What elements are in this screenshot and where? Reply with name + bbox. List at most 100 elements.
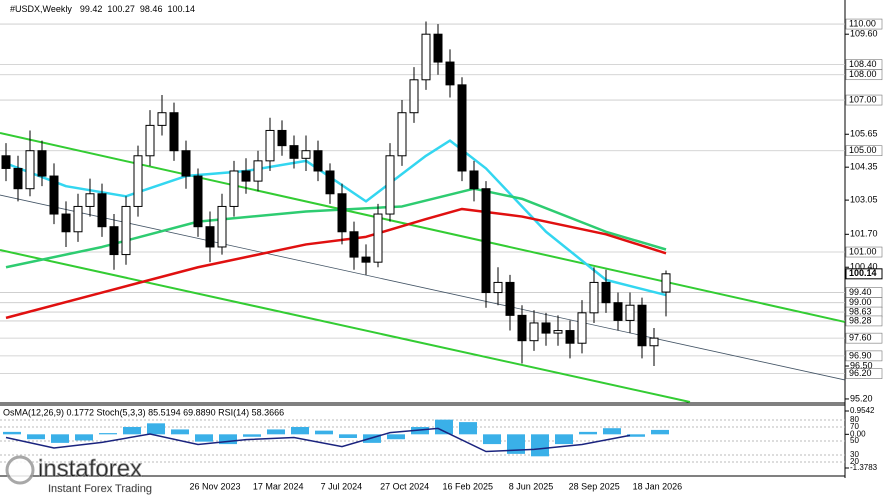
moving-average <box>5 139 667 297</box>
candle-body <box>241 170 251 182</box>
y-tick-label: 96.50 <box>850 360 873 370</box>
level-label: 107.00 <box>849 94 877 104</box>
osma-bar <box>267 429 285 435</box>
candle-body <box>25 150 35 190</box>
candle-body <box>277 129 287 147</box>
osma-bar <box>435 419 453 435</box>
level-label: 110.00 <box>849 18 876 28</box>
watermark-logo <box>5 455 35 485</box>
y-tick-label: 109.60 <box>850 29 878 39</box>
candle-body <box>589 281 599 314</box>
candle-body <box>337 193 347 233</box>
level-box <box>845 315 883 327</box>
osma-tick-label: 0.9542 <box>850 406 875 415</box>
candle-body <box>145 124 155 157</box>
x-tick-label: 7 Jul 2024 <box>321 481 363 491</box>
osma-tick-label: -1.3783 <box>850 463 878 472</box>
level-label: 97.60 <box>849 333 872 343</box>
candle-body <box>121 205 131 256</box>
level-box <box>845 69 883 81</box>
candle-body <box>361 256 371 263</box>
candle-body <box>181 150 191 177</box>
osc-tick-label: 50 <box>850 436 859 445</box>
candle-body <box>109 226 119 256</box>
candle-body <box>433 33 443 63</box>
candle-body <box>1 155 11 169</box>
candle-body <box>493 281 503 294</box>
x-tick-label: 16 Feb 2025 <box>443 481 494 491</box>
candle-body <box>529 322 539 342</box>
candle-body <box>193 175 203 228</box>
candle-body <box>289 145 299 159</box>
x-tick-label: 28 Sep 2025 <box>569 481 620 491</box>
candle-body <box>157 112 167 126</box>
candle-body <box>73 205 83 233</box>
osma-bar <box>531 434 549 457</box>
level-label: 99.00 <box>849 297 872 307</box>
level-label: 99.40 <box>849 287 872 297</box>
ohlc-close: 100.14 <box>167 4 195 14</box>
candle-body <box>229 170 239 207</box>
osc-tick-label: 20 <box>850 457 859 466</box>
ohlc-high: 100.27 <box>107 4 135 14</box>
candle-body <box>373 213 383 263</box>
osma-bar <box>459 422 477 435</box>
osma-bar <box>579 431 597 435</box>
candle-body <box>613 302 623 321</box>
x-tick-label: 26 Nov 2023 <box>189 481 240 491</box>
trendline <box>0 249 691 403</box>
candle-body <box>577 312 587 344</box>
level-box <box>845 246 883 258</box>
osc-tick-label: 80 <box>850 415 859 424</box>
candle-body <box>169 112 179 152</box>
osc-tick-label: 70 <box>850 422 859 431</box>
osma-bar <box>243 434 261 437</box>
ohlc-open: 99.42 <box>80 4 103 14</box>
osma-bar <box>195 434 213 442</box>
level-label: 108.00 <box>849 69 877 79</box>
level-box <box>845 94 883 106</box>
level-label: 96.90 <box>849 350 872 360</box>
osma-bar <box>651 429 669 435</box>
symbol: #USDX,Weekly <box>10 4 72 14</box>
candle-body <box>85 193 95 207</box>
x-tick-label: 18 Jan 2026 <box>633 481 683 491</box>
y-tick-label: 95.20 <box>850 393 873 403</box>
last-price-label: 100.14 <box>849 268 877 278</box>
candle-body <box>133 155 143 207</box>
level-box <box>845 350 883 362</box>
candle-body <box>565 330 575 344</box>
price-pane <box>0 21 846 403</box>
osma-bar <box>315 430 333 435</box>
candle-body <box>421 33 431 81</box>
chart-header: #USDX,Weekly 99.42 100.27 98.46 100.14 <box>10 4 195 14</box>
x-tick-label: 27 Oct 2024 <box>380 481 429 491</box>
candle-body <box>625 304 635 321</box>
candle-body <box>61 213 71 233</box>
candle-body <box>301 150 311 159</box>
level-label: 101.00 <box>849 246 877 256</box>
osma-bar <box>171 429 189 435</box>
osma-bar <box>147 423 165 435</box>
trendline <box>0 194 845 381</box>
candle-body <box>313 150 323 172</box>
y-tick-label: 105.65 <box>850 129 878 139</box>
level-box <box>845 145 883 157</box>
candle-body <box>541 322 551 334</box>
indicator-title: OsMA(12,26,9) 0.1772 Stoch(5,3,3) 85.519… <box>3 407 284 417</box>
osma-bar <box>123 426 141 435</box>
osma-bar <box>99 433 117 435</box>
candle-body <box>205 226 215 248</box>
level-label: 98.28 <box>849 315 872 325</box>
last-price-box <box>845 268 883 280</box>
osma-bar <box>339 434 357 438</box>
osma-bar <box>627 434 645 437</box>
osma-bar <box>51 434 69 443</box>
level-box <box>845 368 883 379</box>
osc-tick-label: 30 <box>850 450 859 459</box>
candle-body <box>553 330 563 334</box>
level-label: 96.20 <box>849 368 872 378</box>
candle-body <box>253 160 263 182</box>
